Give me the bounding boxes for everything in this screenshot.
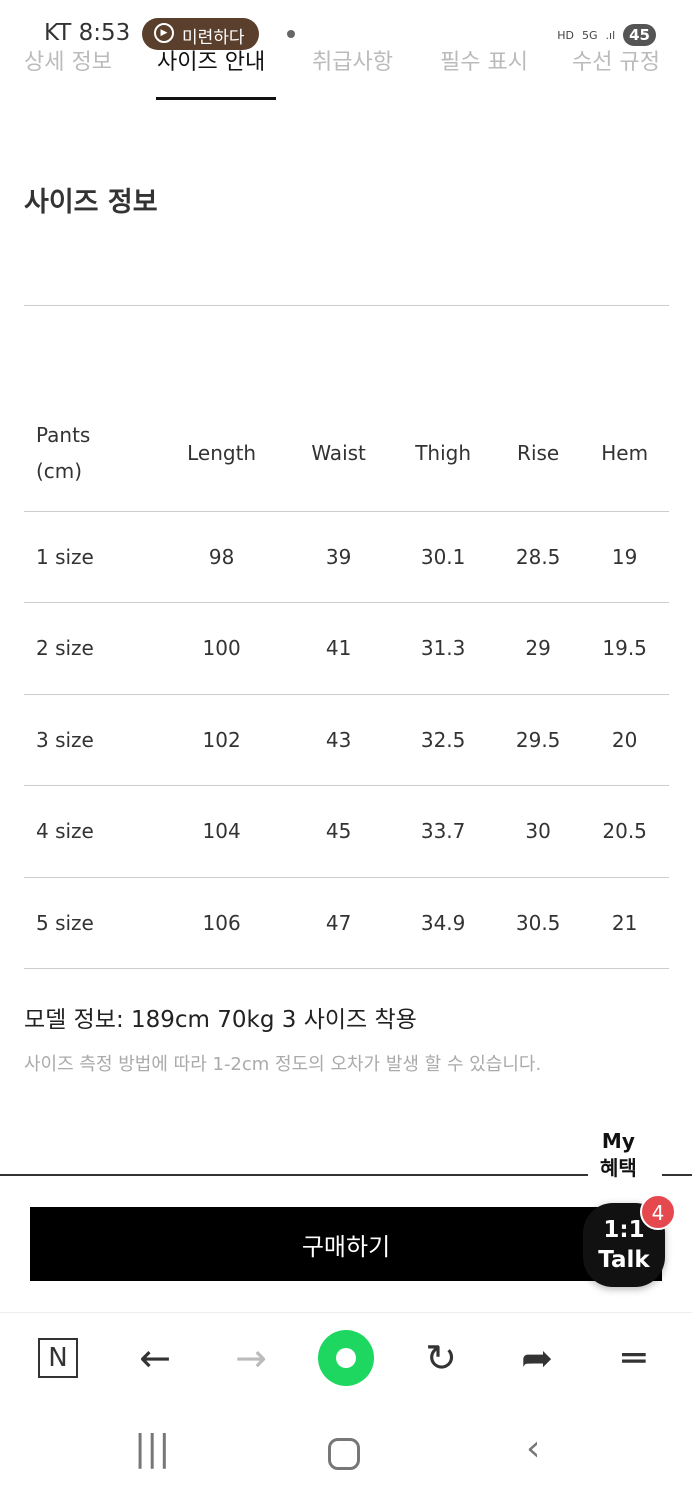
tab-repair-policy[interactable]: 수선 규정: [572, 50, 660, 75]
model-info: 모델 정보: 189cm 70kg 3 사이즈 착용: [24, 1007, 417, 1033]
talk-badge: 4: [640, 1194, 676, 1230]
tab-size-guide[interactable]: 사이즈 안내: [157, 50, 266, 75]
share-button[interactable]: ➦: [512, 1333, 562, 1383]
table-cell: 28.5: [495, 511, 581, 603]
green-dot-button[interactable]: [318, 1330, 374, 1386]
arrow-right-icon: →: [235, 1336, 267, 1380]
forward-button[interactable]: →: [226, 1333, 276, 1383]
table-row: 3 size 102 43 32.5 29.5 20: [24, 694, 669, 786]
table-cell: 4 size: [24, 785, 157, 878]
divider: [24, 305, 669, 306]
size-table: Pants (cm) Length Waist Thigh Rise Hem 1…: [24, 395, 669, 969]
notification-dot: [287, 30, 295, 38]
table-cell: 3 size: [24, 694, 157, 786]
5g-icon: 5G: [581, 28, 598, 42]
reload-icon: ↻: [425, 1336, 457, 1380]
table-cell: 39: [286, 511, 391, 603]
play-icon: ▶: [154, 23, 174, 43]
tab-care[interactable]: 취급사항: [312, 50, 393, 75]
table-cell: 33.7: [390, 785, 496, 878]
tab-bar: 상세 정보 사이즈 안내 취급사항 필수 표시 수선 규정: [0, 50, 692, 100]
system-nav-bar: ||| ‹: [0, 1410, 692, 1500]
table-cell: 45: [286, 785, 391, 878]
recents-icon: |||: [134, 1428, 171, 1469]
table-cell: 41: [286, 602, 391, 695]
signal-icon: .ıl: [605, 28, 616, 42]
carrier-time: KT 8:53: [44, 20, 131, 46]
table-cell: 43: [286, 694, 391, 786]
arrow-left-icon: ←: [139, 1336, 171, 1380]
media-title: 미련하다: [182, 28, 245, 48]
table-cell: 19: [580, 511, 669, 603]
system-icons: HD 5G .ıl 45: [557, 24, 656, 46]
header-cell: Rise: [495, 395, 581, 512]
status-bar: KT 8:53 ▶ 미련하다 HD 5G .ıl 45: [0, 18, 692, 54]
divider: [662, 1174, 692, 1176]
table-cell: 1 size: [24, 511, 157, 603]
battery-indicator: 45: [623, 24, 656, 46]
menu-button[interactable]: ═: [609, 1333, 659, 1383]
share-icon: ➦: [521, 1336, 553, 1380]
table-cell: 5 size: [24, 877, 157, 969]
table-cell: 30.5: [495, 877, 581, 969]
divider: [0, 1174, 588, 1176]
table-cell: 20.5: [580, 785, 669, 878]
table-cell: 32.5: [390, 694, 496, 786]
dot-icon: [336, 1348, 356, 1368]
browser-toolbar: N ← → ↻ ➦ ═: [0, 1312, 692, 1407]
table-cell: 30.1: [390, 511, 496, 603]
recent-apps-button[interactable]: |||: [134, 1428, 170, 1469]
active-tab-indicator: [156, 97, 276, 100]
table-row: 5 size 106 47 34.9 30.5 21: [24, 877, 669, 969]
naver-icon: N: [38, 1338, 78, 1378]
table-cell: 104: [156, 785, 287, 878]
table-cell: 31.3: [390, 602, 496, 695]
section-title: 사이즈 정보: [24, 187, 158, 218]
table-cell: 29.5: [495, 694, 581, 786]
table-row: 4 size 104 45 33.7 30 20.5: [24, 785, 669, 878]
table-cell: 30: [495, 785, 581, 878]
table-cell: 21: [580, 877, 669, 969]
my-benefit-button[interactable]: My 혜택: [600, 1129, 637, 1180]
tab-required-info[interactable]: 필수 표시: [440, 50, 528, 75]
table-header-row: Pants (cm) Length Waist Thigh Rise Hem: [24, 395, 669, 512]
back-nav-button[interactable]: ‹: [526, 1428, 540, 1469]
table-cell: 102: [156, 694, 287, 786]
buy-button[interactable]: 구매하기: [30, 1207, 662, 1281]
reload-button[interactable]: ↻: [416, 1333, 466, 1383]
table-cell: 2 size: [24, 602, 157, 695]
table-cell: 34.9: [390, 877, 496, 969]
media-pill[interactable]: ▶ 미련하다: [142, 18, 259, 50]
home-button[interactable]: [328, 1438, 360, 1470]
table-cell: 98: [156, 511, 287, 603]
menu-icon: ═: [622, 1336, 646, 1380]
measurement-note: 사이즈 측정 방법에 따라 1-2cm 정도의 오차가 발생 할 수 있습니다.: [24, 1054, 542, 1075]
header-cell: Thigh: [390, 395, 496, 512]
header-cell: Pants (cm): [24, 395, 157, 512]
table-cell: 19.5: [580, 602, 669, 695]
header-cell: Length: [156, 395, 287, 512]
table-cell: 29: [495, 602, 581, 695]
table-row: 2 size 100 41 31.3 29 19.5: [24, 602, 669, 695]
header-cell: Hem: [580, 395, 669, 512]
header-cell: Waist: [286, 395, 391, 512]
table-cell: 20: [580, 694, 669, 786]
table-row: 1 size 98 39 30.1 28.5 19: [24, 511, 669, 603]
naver-home-button[interactable]: N: [33, 1333, 83, 1383]
tab-detail[interactable]: 상세 정보: [24, 50, 112, 75]
hd-icon: HD: [557, 28, 574, 42]
table-cell: 100: [156, 602, 287, 695]
chevron-left-icon: ‹: [526, 1428, 541, 1469]
back-button[interactable]: ←: [130, 1333, 180, 1383]
table-cell: 47: [286, 877, 391, 969]
table-cell: 106: [156, 877, 287, 969]
